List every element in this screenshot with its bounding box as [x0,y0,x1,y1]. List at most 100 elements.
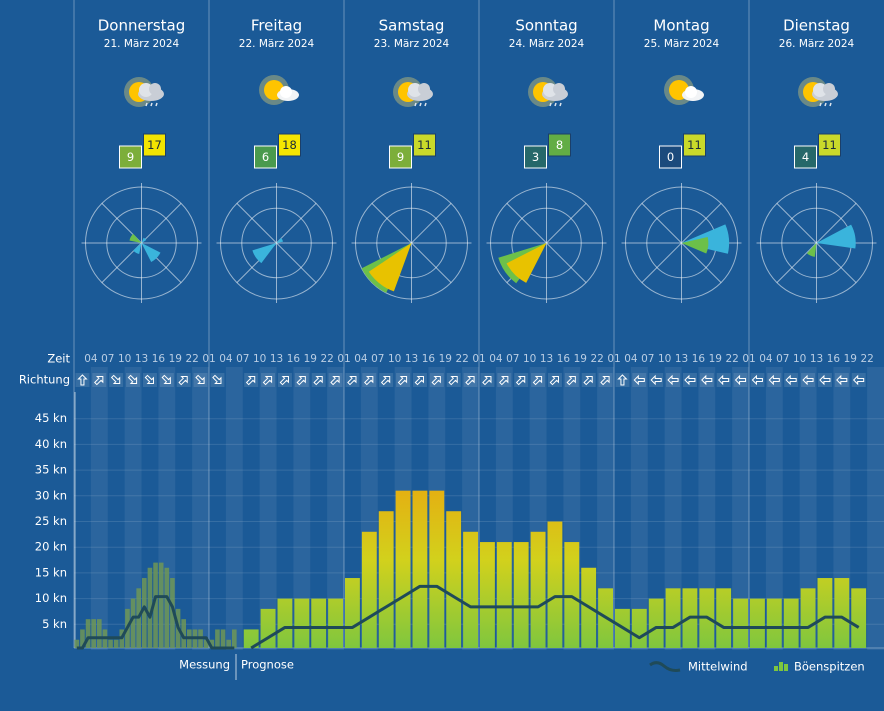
hour-label: 10 [658,353,671,365]
arrow-glyph [650,374,662,386]
measured-bar [232,629,237,648]
measured-bar [108,639,113,648]
arrow-glyph [161,374,171,385]
measured-bar [113,639,119,648]
arrow-box [750,373,765,387]
forecast-label: Prognose [241,658,294,672]
rose-wedge [816,224,856,249]
measured-bar [215,629,220,648]
slot-stripe [732,367,749,650]
arrow-glyph [768,374,780,386]
arrow-glyph [110,374,121,385]
direction-arrow [480,373,495,387]
direction-arrow [767,373,782,387]
arrow-box [632,373,647,387]
direction-arrow [564,373,579,387]
hour-label: 16 [287,353,301,365]
gust-bar [530,531,546,648]
mean-badge [524,145,547,169]
gust-badge [548,133,571,157]
direction-arrow [362,373,377,387]
direction-arrow [345,373,360,387]
hour-label: 01 [202,353,215,365]
direction-arrow [244,373,259,387]
hour-label: 04 [624,353,638,365]
rose-wedge [141,237,147,243]
direction-arrow [834,373,849,387]
arrow-box [615,373,630,387]
hour-label: 22 [320,353,333,365]
gust-bar [631,608,647,648]
hour-label: 19 [709,353,722,365]
legend-line-icon [649,661,681,672]
weather-icon [393,77,433,107]
gust-value: 11 [687,138,702,152]
direction-arrow [851,373,866,387]
day-name: Dienstag [783,17,850,35]
gust-bar [311,598,327,648]
arrow-box [396,373,411,387]
hour-label: 07 [776,353,789,365]
arrow-box [834,373,849,387]
slot-stripe [192,367,209,650]
mean-badge [659,145,682,169]
arrow-glyph [380,375,391,386]
slot-stripe [799,367,817,650]
arrow-glyph [515,375,526,386]
gust-bar [800,588,816,648]
direction-arrow [379,373,394,387]
hour-label: 10 [118,353,131,365]
arrow-box [801,373,816,387]
direction-arrow [142,373,157,387]
arrow-box [851,373,866,387]
arrow-box [210,373,225,387]
slot-stripe [664,367,682,650]
direction-arrow [412,373,427,387]
arrow-glyph [701,374,713,386]
direction-arrow [649,373,664,387]
gust-bar [834,578,850,648]
arrow-glyph [566,375,576,386]
arrow-glyph [397,375,408,386]
y-tick-label: 15 kn [35,565,67,579]
rose-wedge [368,243,412,292]
arrow-glyph [751,374,763,386]
hour-label: 10 [253,353,266,365]
gust-bar [463,531,478,648]
arrow-glyph [583,375,593,386]
slot-stripe [124,367,142,650]
arrow-box [446,373,461,387]
measured-mean-line [76,595,235,650]
rose-wedge [252,243,277,264]
gust-value: 11 [822,138,837,152]
arrow-box [767,373,782,387]
arrow-box [666,373,681,387]
direction-arrow [699,373,714,387]
direction-arrow [92,373,107,387]
arrow-box [261,373,276,387]
measured-bar [80,629,85,648]
hour-label: 01 [337,353,350,365]
hour-label: 13 [810,353,823,365]
direction-arrow [126,373,141,387]
hour-label: 07 [101,353,114,365]
arrow-box [311,373,326,387]
arrow-box [412,373,427,387]
rose-wedge [681,236,709,254]
hour-label: 22 [455,353,468,365]
hour-label: 16 [557,353,571,365]
gust-bar [429,490,445,648]
gust-bar [361,531,377,648]
gust-bar [783,598,799,648]
direction-row-label: Richtung [19,373,70,387]
arrow-box [649,373,664,387]
hour-label: 13 [405,353,418,365]
direction-arrow [733,373,748,387]
y-tick-label: 5 kn [42,617,67,631]
measured-bar [142,578,147,648]
measured-bar [181,619,186,648]
hour-label: 16 [827,353,841,365]
hour-label: 07 [641,353,654,365]
day-date: 25. März 2024 [644,38,720,50]
y-tick-label: 45 kn [35,411,67,425]
